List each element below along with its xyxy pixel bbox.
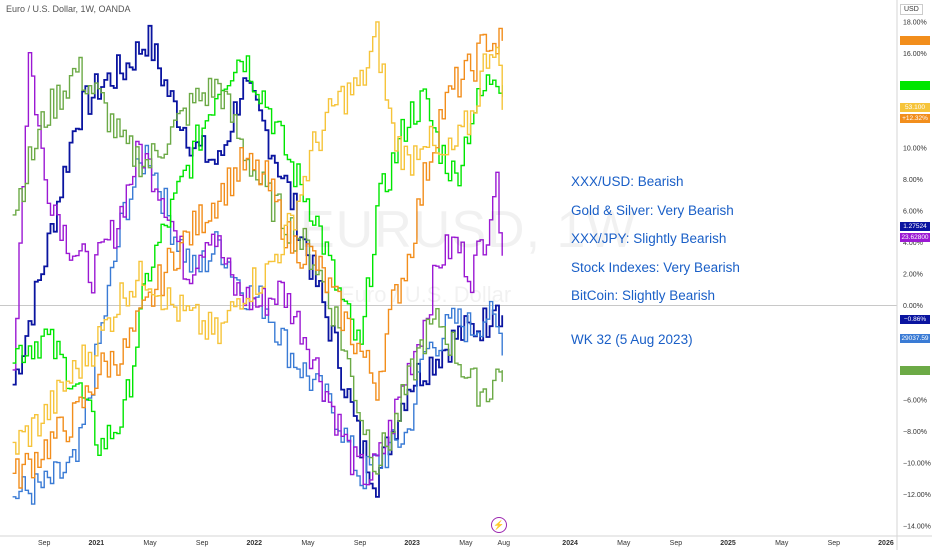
- series-line-6: [12, 21, 503, 455]
- y-tick-label: −10.00%: [903, 461, 931, 468]
- x-tick-label: Sep: [354, 540, 367, 547]
- x-tick-label: 2025: [720, 540, 736, 547]
- y-tick-label: 6.00%: [903, 209, 923, 216]
- y-tick-label: 10.00%: [903, 146, 927, 153]
- currency-label[interactable]: USD: [900, 4, 923, 15]
- x-tick-label: 2021: [89, 540, 105, 547]
- y-tick-label: 8.00%: [903, 177, 923, 184]
- series-line-0: [12, 24, 504, 498]
- price-tag: 23.62800: [900, 233, 930, 243]
- x-tick-label: 2022: [246, 540, 262, 547]
- x-tick-label: May: [617, 540, 631, 547]
- y-tick-label: 16.00%: [903, 51, 927, 58]
- y-tick-label: 2.00%: [903, 272, 923, 279]
- annotation-stock-indexes: Stock Indexes: Very Bearish: [571, 260, 740, 275]
- annotation-bitcoin: BitCoin: Slightly Bearish: [571, 288, 716, 303]
- watermark-symbol: EURUSD, 1W: [300, 201, 637, 259]
- series-line-4: [12, 56, 503, 475]
- x-tick-label: May: [775, 540, 789, 547]
- x-tick-label: May: [459, 540, 473, 547]
- series-line-2: [12, 52, 503, 486]
- annotation-xxx-jpy: XXX/JPY: Slightly Bearish: [571, 231, 727, 246]
- y-tick-label: −8.00%: [903, 429, 927, 436]
- annotation-week: WK 32 (5 Aug 2023): [571, 332, 693, 347]
- series-line-3: [12, 55, 503, 456]
- y-tick-label: −14.00%: [903, 524, 931, 531]
- price-tag: 53.100: [900, 102, 930, 112]
- chart-header-title: Euro / U.S. Dollar, 1W, OANDA: [6, 4, 131, 14]
- price-tag: [900, 36, 930, 46]
- price-tag: [900, 365, 930, 375]
- y-tick-label: −12.00%: [903, 492, 931, 499]
- x-tick-label: May: [143, 540, 157, 547]
- watermark-name: Euro / U.S. Dollar: [340, 282, 512, 307]
- lightning-icon[interactable]: ⚡: [491, 517, 507, 533]
- price-tag: 1.27524: [900, 222, 930, 232]
- x-tick-label: Sep: [38, 540, 51, 547]
- price-tag: 29037.59: [900, 334, 930, 344]
- x-tick-label: Sep: [196, 540, 209, 547]
- y-tick-label: −6.00%: [903, 398, 927, 405]
- y-tick-label: 0.00%: [903, 303, 923, 310]
- x-tick-label: 2023: [404, 540, 420, 547]
- x-tick-label: May: [301, 540, 315, 547]
- x-tick-label: 2024: [562, 540, 578, 547]
- price-tag: [900, 80, 930, 90]
- price-tag: −0.86%: [900, 314, 930, 324]
- y-tick-label: 18.00%: [903, 20, 927, 27]
- annotation-xxx-usd: XXX/USD: Bearish: [571, 174, 684, 189]
- price-tag: +12.32%: [900, 113, 930, 123]
- series-line-5: [12, 27, 503, 489]
- x-tick-label: 2026: [878, 540, 894, 547]
- annotation-gold-silver: Gold & Silver: Very Bearish: [571, 203, 734, 218]
- y-tick-label: 4.00%: [903, 240, 923, 247]
- x-tick-label: Sep: [828, 540, 841, 547]
- x-tick-label: Sep: [670, 540, 683, 547]
- x-tick-label: Aug: [498, 540, 511, 547]
